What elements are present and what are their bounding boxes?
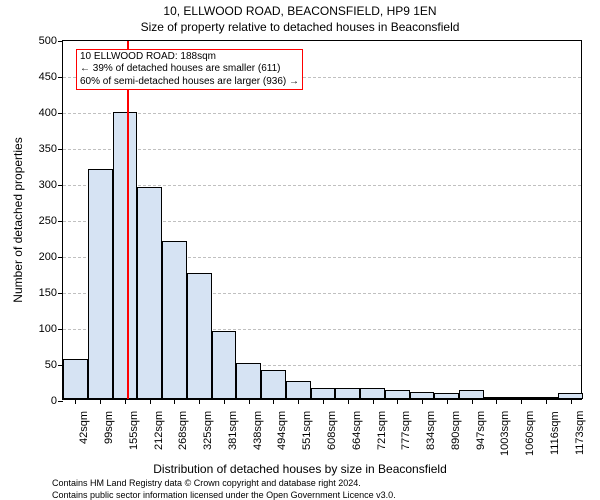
xtick-label: 721sqm	[376, 411, 388, 450]
annotation-line: ← 39% of detached houses are smaller (61…	[80, 63, 299, 76]
ytick-mark	[58, 221, 63, 222]
xtick-label: 381sqm	[227, 411, 239, 450]
xtick-mark	[100, 399, 101, 404]
ytick-label: 50	[45, 359, 57, 371]
ytick-mark	[58, 329, 63, 330]
annotation-line: 10 ELLWOOD ROAD: 188sqm	[80, 51, 299, 64]
xtick-mark	[571, 399, 572, 404]
histogram-bar	[137, 187, 162, 399]
xtick-mark	[496, 399, 497, 404]
histogram-bar	[286, 381, 311, 399]
ytick-label: 450	[39, 71, 57, 83]
xtick-mark	[422, 399, 423, 404]
chart-title-line1: 10, ELLWOOD ROAD, BEACONSFIELD, HP9 1EN	[0, 4, 600, 18]
histogram-bar	[360, 388, 385, 399]
xtick-mark	[348, 399, 349, 404]
ytick-mark	[58, 149, 63, 150]
ytick-label: 0	[51, 395, 57, 407]
histogram-bar	[261, 370, 286, 399]
histogram-bar	[410, 392, 435, 399]
xtick-mark	[150, 399, 151, 404]
xtick-label: 551sqm	[301, 411, 313, 450]
ytick-label: 250	[39, 215, 57, 227]
ytick-label: 150	[39, 287, 57, 299]
histogram-bar	[88, 169, 113, 399]
xtick-mark	[174, 399, 175, 404]
xtick-mark	[298, 399, 299, 404]
ytick-label: 200	[39, 251, 57, 263]
xtick-label: 99sqm	[103, 411, 115, 444]
xtick-mark	[125, 399, 126, 404]
xtick-label: 325sqm	[202, 411, 214, 450]
xtick-mark	[521, 399, 522, 404]
xtick-label: 42sqm	[78, 411, 90, 444]
xtick-label: 1060sqm	[524, 411, 536, 456]
x-axis-label: Distribution of detached houses by size …	[0, 462, 600, 476]
gridline	[63, 113, 581, 114]
xtick-label: 1003sqm	[499, 411, 511, 456]
ytick-mark	[58, 77, 63, 78]
xtick-label: 212sqm	[153, 411, 165, 450]
ytick-mark	[58, 293, 63, 294]
xtick-label: 890sqm	[450, 411, 462, 450]
xtick-mark	[373, 399, 374, 404]
xtick-label: 155sqm	[128, 411, 140, 450]
histogram-bar	[335, 388, 360, 399]
ytick-label: 300	[39, 179, 57, 191]
annotation-line: 60% of semi-detached houses are larger (…	[80, 76, 299, 89]
histogram-bar	[385, 390, 410, 399]
histogram-bar	[162, 241, 187, 399]
xtick-mark	[249, 399, 250, 404]
xtick-label: 834sqm	[425, 411, 437, 450]
ytick-mark	[58, 401, 63, 402]
plot-area: 05010015020025030035040045050042sqm99sqm…	[62, 40, 582, 400]
gridline	[63, 149, 581, 150]
xtick-mark	[75, 399, 76, 404]
xtick-mark	[397, 399, 398, 404]
xtick-label: 438sqm	[252, 411, 264, 450]
xtick-mark	[447, 399, 448, 404]
xtick-mark	[472, 399, 473, 404]
ytick-mark	[58, 113, 63, 114]
xtick-label: 664sqm	[351, 411, 363, 450]
ytick-label: 500	[39, 35, 57, 47]
ytick-label: 400	[39, 107, 57, 119]
xtick-label: 1116sqm	[549, 411, 561, 455]
xtick-label: 1173sqm	[574, 411, 586, 455]
xtick-mark	[546, 399, 547, 404]
ytick-mark	[58, 257, 63, 258]
histogram-bar	[63, 359, 88, 399]
histogram-bar	[113, 112, 138, 399]
xtick-mark	[273, 399, 274, 404]
ytick-mark	[58, 185, 63, 186]
ytick-label: 100	[39, 323, 57, 335]
property-size-chart: 10, ELLWOOD ROAD, BEACONSFIELD, HP9 1EN …	[0, 0, 600, 500]
xtick-label: 608sqm	[326, 411, 338, 450]
xtick-label: 494sqm	[276, 411, 288, 450]
xtick-mark	[323, 399, 324, 404]
chart-title-line2: Size of property relative to detached ho…	[0, 20, 600, 34]
xtick-label: 947sqm	[475, 411, 487, 450]
y-axis-label: Number of detached properties	[11, 137, 25, 302]
ytick-label: 350	[39, 143, 57, 155]
xtick-mark	[224, 399, 225, 404]
histogram-bar	[187, 273, 212, 399]
xtick-mark	[199, 399, 200, 404]
xtick-label: 777sqm	[400, 411, 412, 450]
histogram-bar	[311, 388, 336, 399]
annotation-box: 10 ELLWOOD ROAD: 188sqm← 39% of detached…	[76, 49, 303, 91]
xtick-label: 268sqm	[177, 411, 189, 450]
histogram-bar	[236, 363, 261, 399]
histogram-bar	[212, 331, 237, 399]
ytick-mark	[58, 41, 63, 42]
reference-line	[127, 41, 129, 399]
histogram-bar	[459, 390, 484, 399]
footer-line-2: Contains public sector information licen…	[52, 490, 396, 500]
footer-line-1: Contains HM Land Registry data © Crown c…	[52, 478, 361, 488]
